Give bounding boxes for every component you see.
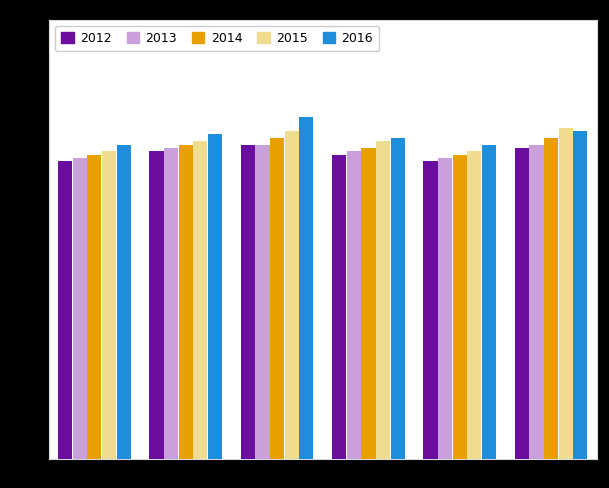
Bar — [573, 131, 588, 459]
Bar — [390, 138, 405, 459]
Bar — [376, 141, 390, 459]
Bar — [241, 144, 255, 459]
Bar — [208, 134, 222, 459]
Bar — [193, 141, 208, 459]
Bar — [515, 148, 529, 459]
Bar — [529, 144, 544, 459]
Bar — [544, 138, 558, 459]
Bar — [438, 158, 452, 459]
Bar — [482, 144, 496, 459]
Bar — [164, 148, 178, 459]
Bar — [149, 151, 164, 459]
Bar — [58, 162, 72, 459]
Bar — [102, 151, 116, 459]
Bar — [284, 131, 299, 459]
Bar — [558, 128, 573, 459]
Legend: 2012, 2013, 2014, 2015, 2016: 2012, 2013, 2014, 2015, 2016 — [55, 26, 379, 51]
Bar — [467, 151, 482, 459]
Bar — [361, 148, 376, 459]
Bar — [423, 162, 438, 459]
Bar — [299, 118, 314, 459]
Bar — [347, 151, 361, 459]
Bar — [178, 144, 193, 459]
Bar — [116, 144, 131, 459]
Bar — [87, 155, 102, 459]
Bar — [452, 155, 467, 459]
Bar — [270, 138, 284, 459]
Bar — [255, 144, 270, 459]
Bar — [72, 158, 87, 459]
Bar — [332, 155, 347, 459]
